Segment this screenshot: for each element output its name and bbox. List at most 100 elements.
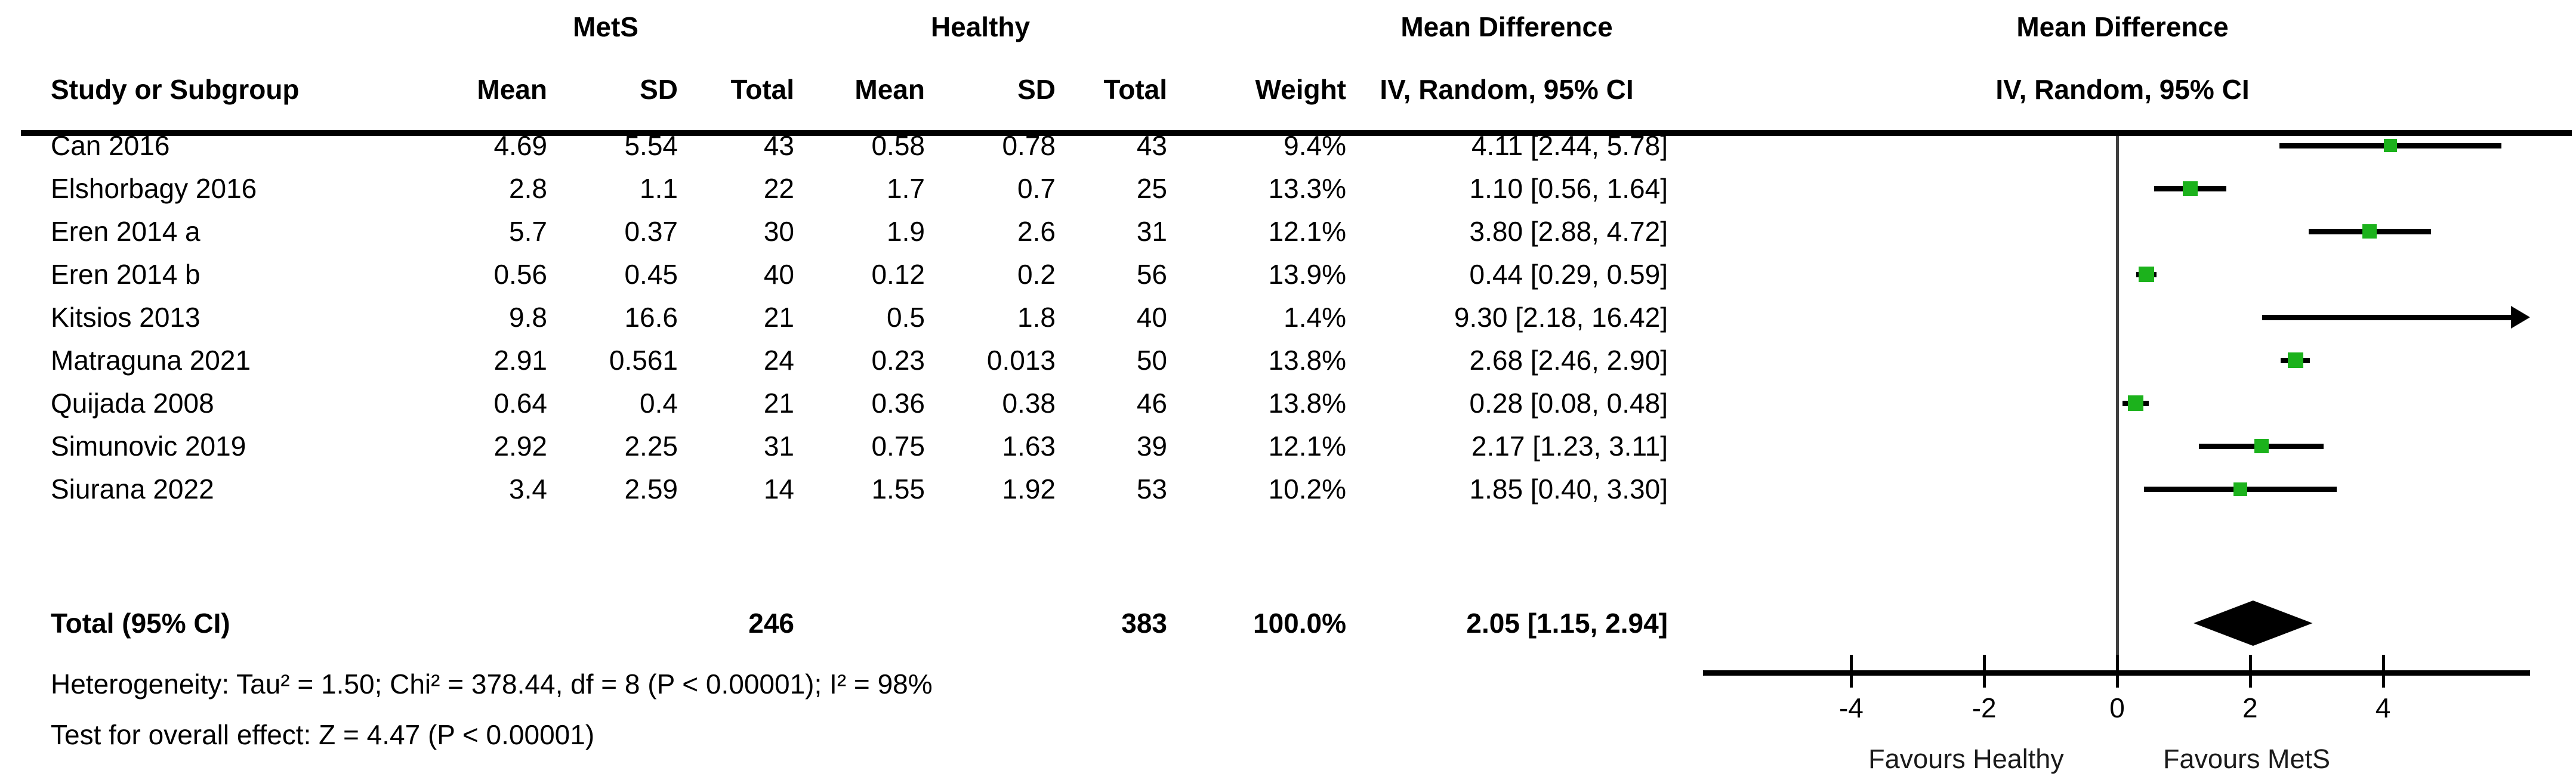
cell-ci_text: 2.17 [1.23, 3.11] bbox=[1471, 431, 1668, 462]
cell-total2: 53 bbox=[1136, 473, 1167, 505]
cell-mean2: 0.58 bbox=[871, 130, 925, 161]
cell-name: Eren 2014 b bbox=[51, 259, 200, 290]
tick-label: 2 bbox=[2242, 692, 2258, 723]
tick-label: 4 bbox=[2375, 692, 2391, 723]
cell-mean1: 2.91 bbox=[493, 345, 547, 376]
col-header-study: Study or Subgroup bbox=[51, 74, 300, 105]
header-underline bbox=[21, 130, 2572, 136]
cell-ci_text: 4.11 [2.44, 5.78] bbox=[1471, 130, 1668, 161]
axis-tick bbox=[2116, 655, 2119, 688]
cell-name: Can 2016 bbox=[51, 130, 170, 161]
cell-mean1: 0.56 bbox=[493, 259, 547, 290]
cell-total2: 50 bbox=[1136, 345, 1167, 376]
table-row: Matraguna 2021 2.91 0.561 24 0.23 0.013 50 13.8… bbox=[0, 339, 1701, 382]
cell-weight: 13.8% bbox=[1268, 388, 1346, 419]
cell-mean1: 2.8 bbox=[509, 173, 547, 204]
cell-total1: 30 bbox=[763, 216, 794, 247]
group-header-md-right: Mean Difference bbox=[2016, 11, 2229, 42]
table-row: Eren 2014 a 5.7 0.37 30 1.9 2.6 31 12.1% 3.80 [2… bbox=[0, 210, 1701, 253]
cell-name: Quijada 2008 bbox=[51, 388, 214, 419]
axis-tick bbox=[1850, 655, 1853, 688]
cell-mean2: 0.23 bbox=[871, 345, 925, 376]
cell-sd2: 1.8 bbox=[1017, 302, 1056, 333]
cell-sd1: 0.45 bbox=[624, 259, 678, 290]
axis-tick bbox=[2248, 655, 2252, 688]
axis-tick bbox=[1983, 655, 1986, 688]
group-header-mets: MetS bbox=[573, 11, 638, 42]
cell-weight: 1.4% bbox=[1284, 302, 1346, 333]
cell-ci_text: 1.10 [0.56, 1.64] bbox=[1469, 173, 1668, 204]
cell-mean2: 0.12 bbox=[871, 259, 925, 290]
table-row: Kitsios 2013 9.8 16.6 21 0.5 1.8 40 1.4% 9.30 [2… bbox=[0, 296, 1701, 339]
cell-total-weight: 100.0% bbox=[1252, 608, 1346, 639]
cell-sd2: 0.7 bbox=[1017, 173, 1056, 204]
col-header-iv-right: IV, Random, 95% CI bbox=[1995, 74, 2250, 105]
ci-line bbox=[2262, 315, 2513, 320]
cell-total-total2: 383 bbox=[1121, 608, 1167, 639]
cell-total1: 24 bbox=[763, 345, 794, 376]
cell-sd1: 1.1 bbox=[640, 173, 678, 204]
cell-ci_text: 0.44 [0.29, 0.59] bbox=[1469, 259, 1668, 290]
cell-total1: 14 bbox=[763, 473, 794, 505]
cell-total2: 40 bbox=[1136, 302, 1167, 333]
group-header-md-left: Mean Difference bbox=[1400, 11, 1613, 42]
col-header-iv-left: IV, Random, 95% CI bbox=[1380, 74, 1634, 105]
cell-name: Kitsios 2013 bbox=[51, 302, 200, 333]
effect-marker bbox=[2233, 482, 2247, 496]
cell-total2: 25 bbox=[1136, 173, 1167, 204]
overall-effect-text: Test for overall effect: Z = 4.47 (P < 0… bbox=[51, 719, 595, 750]
col-header-weight: Weight bbox=[1255, 74, 1346, 105]
col-header-total2: Total bbox=[1103, 74, 1167, 105]
effect-marker bbox=[2254, 439, 2269, 453]
cell-ci_text: 2.68 [2.46, 2.90] bbox=[1469, 345, 1668, 376]
cell-weight: 12.1% bbox=[1268, 216, 1346, 247]
cell-mean2: 1.7 bbox=[887, 173, 925, 204]
cell-sd1: 0.561 bbox=[609, 345, 678, 376]
cell-sd1: 2.59 bbox=[624, 473, 678, 505]
table-row: Simunovic 2019 2.92 2.25 31 0.75 1.63 39 12.1% 2… bbox=[0, 425, 1701, 468]
cell-sd1: 16.6 bbox=[624, 302, 678, 333]
cell-mean2: 1.55 bbox=[871, 473, 925, 505]
cell-mean1: 2.92 bbox=[493, 431, 547, 462]
effect-marker bbox=[2183, 181, 2198, 196]
favours-right-label: Favours MetS bbox=[2162, 744, 2331, 774]
tick-label: -4 bbox=[1838, 692, 1864, 723]
cell-mean1: 4.69 bbox=[493, 130, 547, 161]
tick-label: -2 bbox=[1972, 692, 1997, 723]
cell-mean1: 0.64 bbox=[493, 388, 547, 419]
cell-name: Matraguna 2021 bbox=[51, 345, 251, 376]
cell-sd2: 0.013 bbox=[986, 345, 1056, 376]
cell-sd2: 2.6 bbox=[1017, 216, 1056, 247]
col-header-total1: Total bbox=[730, 74, 794, 105]
cell-mean2: 0.75 bbox=[871, 431, 925, 462]
cell-weight: 10.2% bbox=[1268, 473, 1346, 505]
cell-weight: 13.8% bbox=[1268, 345, 1346, 376]
cell-sd1: 0.4 bbox=[640, 388, 678, 419]
table-row: Elshorbagy 2016 2.8 1.1 22 1.7 0.7 25 13.3% 1.10… bbox=[0, 167, 1701, 210]
summary-diamond bbox=[2194, 601, 2313, 646]
effect-marker bbox=[2128, 395, 2144, 411]
cell-mean2: 1.9 bbox=[887, 216, 925, 247]
cell-total-ci: 2.05 [1.15, 2.94] bbox=[1466, 608, 1668, 639]
effect-marker bbox=[2287, 352, 2303, 368]
table-row: Can 2016 4.69 5.54 43 0.58 0.78 43 9.4% 4.11 [2.… bbox=[0, 124, 1701, 167]
cell-sd2: 0.78 bbox=[1002, 130, 1056, 161]
cell-total1: 43 bbox=[763, 130, 794, 161]
zero-line bbox=[2116, 136, 2119, 670]
effect-marker bbox=[2139, 267, 2155, 282]
table-row: Siurana 2022 3.4 2.59 14 1.55 1.92 53 10.2% 1.85… bbox=[0, 468, 1701, 510]
cell-total1: 40 bbox=[763, 259, 794, 290]
cell-name: Siurana 2022 bbox=[51, 473, 214, 505]
col-header-sd2: SD bbox=[1017, 74, 1056, 105]
ci-arrow-right-icon bbox=[2511, 306, 2530, 329]
cell-mean2: 0.36 bbox=[871, 388, 925, 419]
cell-sd2: 0.2 bbox=[1017, 259, 1056, 290]
cell-total1: 21 bbox=[763, 302, 794, 333]
cell-total-label: Total (95% CI) bbox=[51, 608, 230, 639]
cell-name: Eren 2014 a bbox=[51, 216, 200, 247]
cell-weight: 9.4% bbox=[1284, 130, 1346, 161]
cell-sd2: 1.63 bbox=[1002, 431, 1056, 462]
cell-weight: 12.1% bbox=[1268, 431, 1346, 462]
table-row: Eren 2014 b 0.56 0.45 40 0.12 0.2 56 13.9% 0.44 … bbox=[0, 253, 1701, 296]
